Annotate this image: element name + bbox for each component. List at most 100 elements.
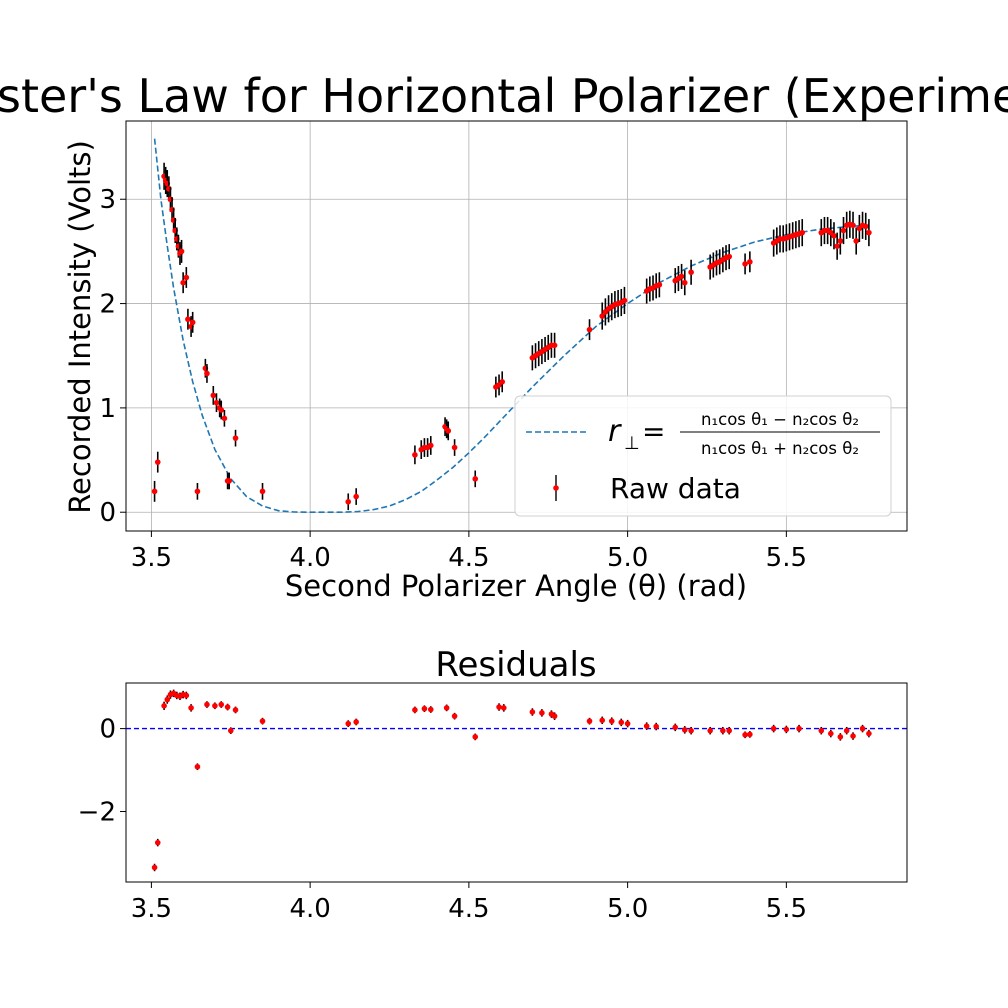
raw-data-marker (834, 243, 840, 249)
raw-data-marker (799, 229, 806, 236)
main-ticks: 3.5 4.0 4.5 5.0 5.5 0 1 2 3 (99, 185, 807, 573)
residual-marker (599, 717, 606, 724)
legend-raw-swatch-marker (553, 485, 559, 491)
main-ytick-label: 1 (99, 394, 116, 424)
raw-data-marker (586, 326, 593, 333)
legend-fit-label: r ⊥ = n₁cos θ₁ − n₂cos θ₂ n₁cos θ₁ + n₂c… (608, 410, 880, 458)
residual-marker (796, 725, 802, 732)
residual-marker (345, 720, 352, 727)
raw-data-points (151, 162, 872, 511)
residual-marker (204, 701, 210, 708)
residual-marker (742, 732, 748, 738)
main-ytick-label: 3 (99, 185, 116, 215)
main-xtick-label: 4.0 (289, 543, 330, 573)
raw-data-marker (656, 281, 663, 288)
residual-marker (707, 727, 713, 734)
raw-data-marker (678, 273, 685, 280)
raw-data-marker (599, 313, 606, 319)
residual-marker (726, 727, 733, 734)
raw-data-marker (427, 442, 434, 449)
svg-text:r: r (608, 414, 622, 449)
fit-curve-line (153, 138, 869, 514)
raw-data-marker (185, 316, 191, 323)
residual-marker (783, 726, 790, 733)
main-plot: Brewster's Law for Horizontal Polarizer … (0, 69, 1008, 603)
raw-data-marker (742, 261, 748, 267)
raw-data-marker (210, 392, 217, 399)
residual-marker (501, 705, 507, 711)
raw-data-marker (726, 253, 733, 260)
residual-marker (188, 705, 194, 711)
residual-marker (164, 696, 171, 703)
residual-marker (427, 706, 434, 713)
residual-marker (866, 730, 872, 737)
residual-marker (259, 718, 266, 724)
legend-raw-label: Raw data (610, 472, 741, 505)
raw-data-marker (178, 248, 185, 255)
residuals-plot-frame (125, 682, 908, 883)
residual-marker (843, 727, 850, 734)
raw-data-marker (551, 342, 558, 349)
residual-marker (183, 692, 190, 699)
main-xtick-label: 3.5 (131, 543, 172, 573)
residual-marker (151, 864, 158, 871)
residual-marker (154, 839, 161, 846)
raw-data-marker (259, 488, 266, 495)
raw-data-marker (451, 444, 458, 451)
main-ylabel: Recorded Intensity (Volts) (63, 140, 97, 514)
residuals-xtick-label: 5.5 (766, 894, 807, 924)
main-xlabel: Second Polarizer Angle (θ) (rad) (285, 569, 747, 603)
residual-marker (681, 727, 688, 733)
residual-marker (653, 723, 659, 730)
residual-marker (850, 733, 856, 739)
residuals-xtick-label: 3.5 (131, 894, 172, 924)
residual-marker (618, 719, 625, 726)
raw-data-marker (194, 488, 201, 495)
residual-marker (859, 725, 866, 732)
raw-data-marker (688, 269, 694, 276)
residual-marker (218, 701, 225, 708)
raw-data-marker (862, 223, 869, 230)
raw-data-marker (412, 452, 418, 458)
residual-marker (451, 713, 458, 719)
raw-data-marker (226, 478, 232, 484)
raw-data-marker (345, 498, 352, 505)
residuals-ytick-label: 0 (99, 715, 116, 745)
residuals-title: Residuals (435, 645, 596, 685)
main-ytick-label: 2 (99, 290, 116, 320)
svg-text:⊥: ⊥ (624, 433, 640, 454)
residual-marker (586, 718, 593, 724)
residual-marker (212, 703, 218, 709)
main-xtick-label: 4.5 (448, 543, 489, 573)
raw-data-marker (445, 428, 452, 434)
residual-points (151, 689, 872, 872)
raw-data-marker (232, 435, 239, 441)
residual-marker (688, 727, 694, 734)
residual-marker (496, 704, 502, 710)
residual-marker (720, 727, 726, 734)
raw-data-marker (850, 222, 856, 229)
residuals-ticks: 3.5 4.0 4.5 5.0 5.5 0 −2 (78, 715, 807, 924)
raw-data-marker (866, 229, 872, 236)
svg-text:=: = (642, 415, 665, 448)
main-ytick-label: 0 (99, 498, 116, 528)
residual-marker (818, 727, 825, 734)
raw-data-marker (213, 399, 220, 406)
residual-marker (421, 705, 428, 712)
residual-marker (472, 734, 479, 740)
raw-data-marker (189, 319, 196, 326)
residuals-xtick-label: 4.5 (448, 894, 489, 924)
main-xtick-label: 5.5 (766, 543, 807, 573)
residual-marker (443, 705, 450, 711)
residuals-xtick-label: 5.0 (607, 894, 648, 924)
residual-marker (828, 730, 834, 737)
residuals-ytick-label: −2 (78, 798, 116, 828)
raw-data-marker (621, 297, 628, 304)
residuals-plot: Residuals 3.5 4.0 4.5 5.0 5.5 0 −2 (78, 645, 908, 924)
residual-marker (161, 703, 167, 709)
residual-marker (194, 763, 201, 770)
residual-marker (608, 718, 615, 724)
raw-data-marker (221, 415, 228, 422)
raw-data-marker (151, 488, 158, 495)
